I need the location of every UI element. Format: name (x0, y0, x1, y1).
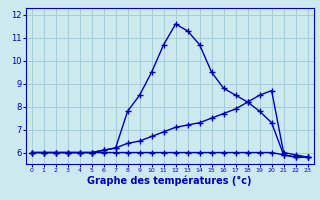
X-axis label: Graphe des températures (°c): Graphe des températures (°c) (87, 176, 252, 186)
